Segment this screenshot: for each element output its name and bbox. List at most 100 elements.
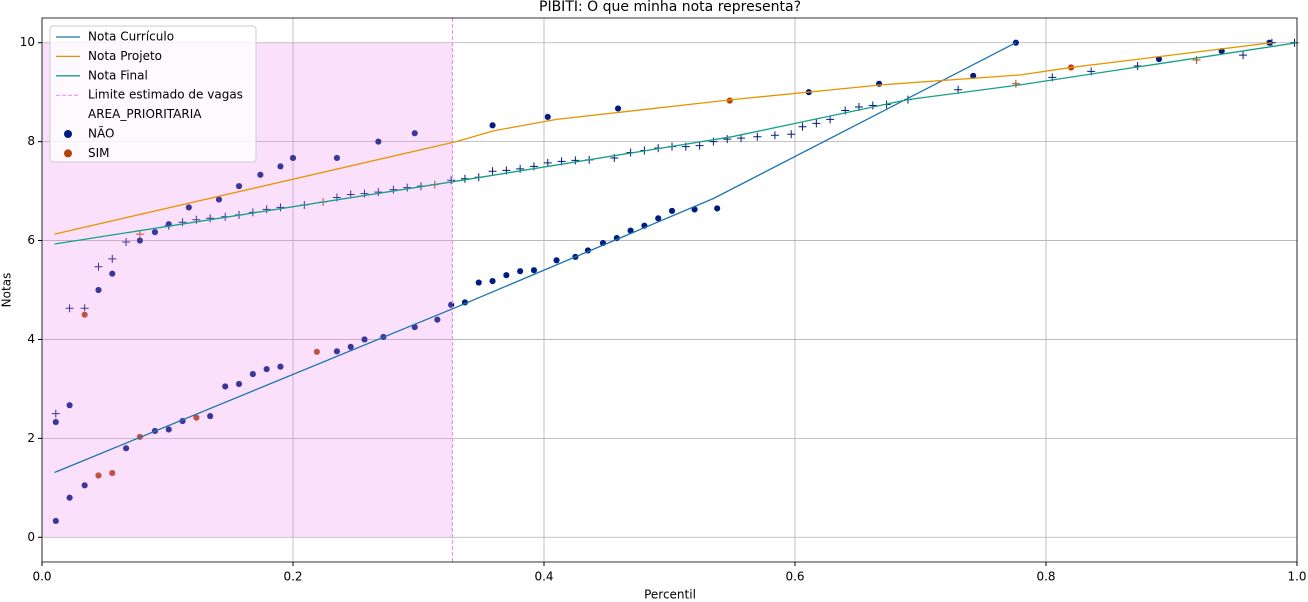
score-dot bbox=[488, 277, 497, 285]
x-tick-label: 0.0 bbox=[32, 570, 51, 584]
y-tick-label: 0 bbox=[27, 530, 35, 544]
score-dot bbox=[108, 469, 116, 477]
chart-title: PIBITI: O que minha nota representa? bbox=[539, 0, 801, 15]
final-plus bbox=[868, 101, 877, 110]
x-axis-label: Percentil bbox=[644, 588, 696, 602]
x-tick-label: 0.6 bbox=[785, 570, 804, 584]
plot-frame bbox=[41, 17, 1298, 563]
score-dot bbox=[276, 162, 285, 170]
score-dot bbox=[66, 401, 74, 409]
legend-dot bbox=[64, 149, 72, 158]
score-dot bbox=[553, 256, 561, 264]
score-dot bbox=[333, 154, 341, 162]
score-dot bbox=[81, 481, 89, 489]
score-dot bbox=[94, 471, 103, 480]
final-plus bbox=[135, 230, 144, 239]
final-plus bbox=[108, 254, 117, 263]
series-line bbox=[54, 42, 1298, 245]
score-dot bbox=[374, 138, 382, 146]
legend-group-title: AREA_PRIORITARIA bbox=[88, 107, 202, 121]
final-plus bbox=[787, 130, 796, 139]
final-plus bbox=[447, 176, 456, 185]
x-tick-label: 0.4 bbox=[534, 570, 553, 584]
final-plus bbox=[206, 214, 215, 223]
score-dot bbox=[122, 444, 130, 452]
score-dot bbox=[713, 204, 721, 212]
final-plus bbox=[812, 119, 821, 128]
final-plus bbox=[276, 203, 285, 212]
legend-dot bbox=[64, 130, 72, 138]
series-line bbox=[54, 42, 1272, 235]
score-dot bbox=[360, 335, 369, 344]
legend-label: Nota Final bbox=[88, 68, 148, 82]
score-dot bbox=[256, 171, 264, 179]
score-dot bbox=[668, 207, 676, 215]
score-dot bbox=[333, 347, 341, 355]
score-dot bbox=[544, 113, 552, 121]
x-tick-label: 0.8 bbox=[1036, 570, 1055, 584]
score-dot bbox=[94, 286, 103, 294]
score-dot bbox=[206, 412, 214, 420]
score-dot bbox=[185, 203, 193, 211]
final-plus bbox=[1011, 79, 1020, 88]
final-plus bbox=[51, 409, 60, 418]
final-plus bbox=[403, 183, 412, 192]
score-dot bbox=[108, 270, 116, 278]
score-dot bbox=[875, 80, 883, 88]
score-dot bbox=[475, 279, 483, 287]
y-tick-label: 8 bbox=[27, 134, 35, 148]
final-plus bbox=[122, 238, 131, 247]
legend-label: Limite estimado de vagas bbox=[88, 88, 243, 102]
score-dot bbox=[289, 154, 297, 162]
score-dot bbox=[235, 182, 243, 190]
final-plus bbox=[389, 185, 398, 194]
score-dot bbox=[66, 494, 74, 502]
legend-label: Nota Currículo bbox=[88, 30, 174, 44]
final-plus bbox=[709, 137, 718, 146]
score-dot bbox=[969, 72, 977, 80]
series-line bbox=[54, 42, 1017, 474]
score-dot bbox=[614, 104, 622, 113]
score-dot bbox=[221, 382, 229, 390]
final-plus bbox=[65, 304, 74, 313]
final-plus bbox=[80, 304, 89, 313]
legend-label: SIM bbox=[88, 146, 110, 160]
score-dot bbox=[81, 311, 89, 319]
y-tick-label: 4 bbox=[27, 332, 35, 346]
final-plus bbox=[571, 156, 580, 165]
score-dot bbox=[411, 129, 419, 137]
final-plus bbox=[94, 262, 103, 271]
score-dot bbox=[433, 316, 441, 324]
final-plus bbox=[826, 115, 835, 124]
score-dot bbox=[502, 271, 510, 279]
final-plus bbox=[178, 218, 187, 227]
score-dot bbox=[235, 380, 243, 388]
score-dot bbox=[530, 266, 538, 274]
score-dot bbox=[263, 365, 271, 373]
final-plus bbox=[374, 188, 383, 197]
final-plus bbox=[360, 189, 369, 198]
score-dot bbox=[516, 267, 524, 275]
score-dot bbox=[52, 517, 60, 525]
y-tick-label: 6 bbox=[27, 233, 35, 247]
x-tick-label: 1.0 bbox=[1287, 570, 1306, 584]
final-plus bbox=[798, 122, 807, 131]
final-plus bbox=[723, 135, 732, 144]
final-plus bbox=[543, 158, 552, 167]
final-plus bbox=[488, 167, 497, 176]
y-tick-label: 10 bbox=[20, 35, 35, 49]
y-axis-label: Notas bbox=[0, 273, 14, 308]
legend-label: NÃO bbox=[88, 126, 114, 141]
score-dot bbox=[276, 363, 285, 371]
final-plus bbox=[262, 205, 271, 214]
legend-box bbox=[49, 25, 257, 163]
y-tick-label: 2 bbox=[27, 431, 35, 445]
score-dot bbox=[488, 121, 497, 129]
final-plus bbox=[695, 141, 704, 150]
score-dot bbox=[313, 348, 321, 356]
final-plus bbox=[737, 134, 746, 143]
final-plus bbox=[770, 131, 779, 140]
score-dot bbox=[52, 418, 60, 426]
final-plus bbox=[1239, 51, 1248, 60]
